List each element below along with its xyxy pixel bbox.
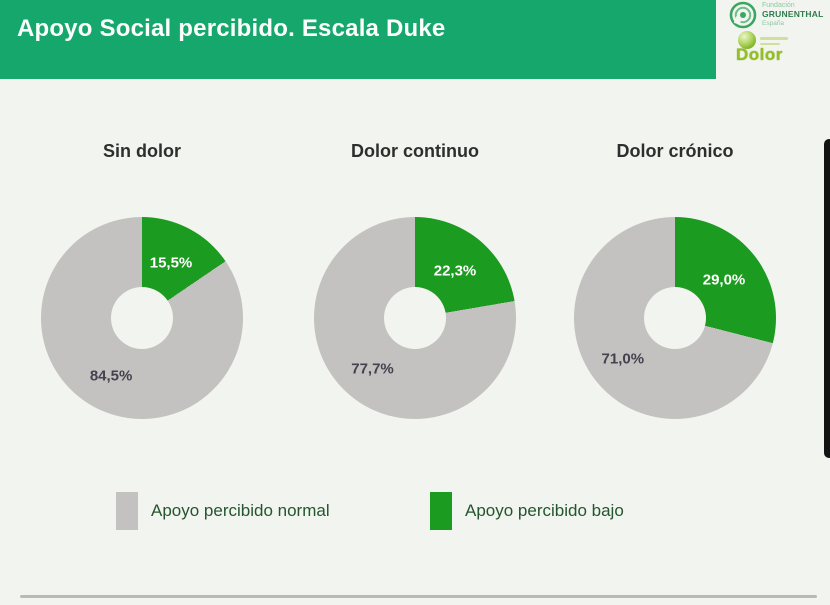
slice-label-normal: 77,7% [351, 360, 394, 377]
logo-area: Fundación GRUNENTHAL España Dolor [716, 0, 830, 90]
dolor-logo-caption [760, 37, 788, 45]
donut-dolor-cronico: 29,0% 71,0% [574, 217, 776, 419]
caption-bar [760, 42, 780, 45]
grunenthal-line3: España [762, 20, 785, 28]
slice-label-low: 29,0% [702, 271, 746, 289]
dolor-logo-wordmark: Dolor [736, 45, 783, 64]
caption-bar [760, 37, 788, 40]
dolor-globe-icon [738, 31, 756, 49]
legend-item-normal: Apoyo percibido normal [116, 492, 330, 530]
bottom-divider [20, 595, 817, 598]
donut-dolor-continuo: 22,3% 77,7% [314, 217, 516, 419]
donut-sin-dolor: 15,5% 84,5% [41, 217, 243, 419]
grunenthal-rings-icon [729, 1, 757, 29]
donut-hole [644, 287, 706, 349]
legend-swatch-bajo [430, 492, 452, 530]
grunenthal-logo: Fundación GRUNENTHAL España [729, 1, 824, 29]
slice-label-normal: 84,5% [89, 367, 133, 385]
chart-title-dolor-cronico: Dolor crónico [616, 141, 734, 161]
grunenthal-logo-text: Fundación GRUNENTHAL España [762, 1, 824, 29]
donut-hole [111, 287, 173, 349]
slide-header: Apoyo Social percibido. Escala Duke [0, 0, 716, 79]
chart-title-sin-dolor: Sin dolor [103, 141, 181, 161]
donut-hole [384, 287, 446, 349]
grunenthal-line1: Fundación [762, 2, 795, 10]
legend-item-bajo: Apoyo percibido bajo [430, 492, 624, 530]
legend-swatch-normal [116, 492, 138, 530]
chart-dolor-cronico: Dolor crónico 29,0% 71,0% [574, 141, 776, 419]
chart-sin-dolor: Sin dolor 15,5% 84,5% [41, 141, 243, 419]
legend-label-bajo: Apoyo percibido bajo [465, 501, 624, 520]
chart-dolor-continuo: Dolor continuo 22,3% 77,7% [314, 141, 516, 419]
page-title: Apoyo Social percibido. Escala Duke [17, 15, 446, 42]
slice-label-normal: 71,0% [601, 350, 645, 367]
scrollbar-thumb[interactable] [824, 139, 830, 458]
slice-label-low: 22,3% [433, 262, 477, 280]
slice-label-low: 15,5% [149, 254, 193, 272]
legend-label-normal: Apoyo percibido normal [151, 501, 330, 520]
grunenthal-line2: GRUNENTHAL [762, 9, 824, 20]
chart-title-dolor-continuo: Dolor continuo [351, 141, 479, 161]
dolor-logo: Dolor [736, 31, 816, 67]
